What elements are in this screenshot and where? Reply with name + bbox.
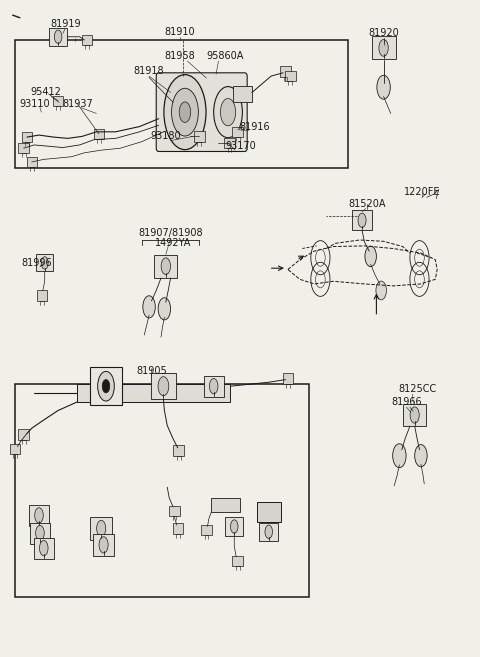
- Text: 81958: 81958: [165, 51, 195, 61]
- Ellipse shape: [35, 508, 43, 523]
- Ellipse shape: [41, 257, 48, 269]
- Text: 81907/81908: 81907/81908: [138, 229, 203, 238]
- Bar: [34, 537, 54, 558]
- Ellipse shape: [214, 87, 242, 138]
- Bar: [18, 143, 29, 154]
- Text: 93180: 93180: [151, 131, 181, 141]
- Bar: [211, 497, 240, 512]
- Ellipse shape: [365, 246, 376, 267]
- Text: 95860A: 95860A: [206, 51, 243, 61]
- Ellipse shape: [410, 407, 419, 423]
- Ellipse shape: [158, 298, 170, 320]
- Bar: [352, 210, 372, 230]
- Bar: [94, 129, 104, 139]
- Bar: [283, 373, 293, 384]
- Ellipse shape: [358, 213, 366, 227]
- Bar: [151, 373, 176, 399]
- Text: 81910: 81910: [165, 27, 195, 37]
- Ellipse shape: [377, 76, 390, 99]
- Bar: [232, 127, 243, 137]
- Bar: [18, 430, 29, 440]
- Bar: [29, 505, 49, 526]
- Bar: [22, 132, 32, 143]
- Ellipse shape: [143, 296, 156, 318]
- Text: 81918: 81918: [134, 66, 164, 76]
- Bar: [224, 138, 235, 148]
- FancyBboxPatch shape: [156, 73, 247, 152]
- Text: 1492YA: 1492YA: [155, 238, 191, 248]
- Bar: [173, 445, 184, 456]
- Ellipse shape: [179, 102, 191, 122]
- Ellipse shape: [36, 526, 44, 541]
- Ellipse shape: [158, 376, 169, 396]
- Text: 81937: 81937: [62, 99, 93, 108]
- Text: 81996: 81996: [21, 258, 52, 268]
- Ellipse shape: [393, 443, 406, 468]
- Ellipse shape: [161, 258, 170, 275]
- Text: 93170: 93170: [226, 141, 256, 151]
- Ellipse shape: [164, 75, 206, 150]
- Bar: [403, 404, 426, 426]
- Bar: [53, 96, 63, 106]
- Bar: [82, 35, 92, 45]
- Text: 8125CC: 8125CC: [398, 384, 436, 394]
- Ellipse shape: [220, 99, 236, 125]
- Bar: [201, 524, 212, 535]
- Bar: [232, 556, 243, 566]
- Bar: [172, 523, 183, 533]
- Bar: [204, 376, 224, 397]
- Ellipse shape: [39, 541, 48, 556]
- Bar: [36, 254, 53, 271]
- Text: 1220FE: 1220FE: [404, 187, 440, 197]
- Text: 81905: 81905: [136, 366, 167, 376]
- Bar: [26, 157, 37, 168]
- Bar: [90, 517, 112, 539]
- Bar: [372, 36, 396, 59]
- Text: 93110: 93110: [20, 99, 50, 108]
- Ellipse shape: [171, 88, 198, 136]
- Bar: [259, 522, 278, 541]
- Bar: [15, 384, 310, 597]
- Bar: [155, 255, 177, 278]
- Ellipse shape: [99, 537, 108, 553]
- Ellipse shape: [415, 445, 427, 466]
- Ellipse shape: [230, 520, 238, 533]
- Bar: [77, 384, 230, 402]
- Bar: [225, 517, 243, 535]
- Bar: [10, 444, 20, 455]
- Text: 81919: 81919: [50, 18, 81, 29]
- Text: 95412: 95412: [31, 87, 61, 97]
- Ellipse shape: [54, 30, 62, 43]
- Bar: [90, 367, 121, 405]
- Bar: [36, 290, 47, 301]
- Text: 81916: 81916: [239, 122, 270, 131]
- Bar: [280, 66, 291, 77]
- Ellipse shape: [97, 371, 114, 401]
- Bar: [233, 86, 252, 102]
- Bar: [169, 505, 180, 516]
- Text: 81520A: 81520A: [348, 199, 385, 209]
- Ellipse shape: [265, 525, 273, 539]
- Text: 81966: 81966: [391, 397, 422, 407]
- Ellipse shape: [376, 281, 386, 300]
- Bar: [93, 533, 114, 556]
- Bar: [257, 502, 281, 522]
- Bar: [49, 28, 67, 46]
- Ellipse shape: [209, 378, 218, 394]
- Bar: [285, 71, 296, 81]
- Bar: [194, 131, 204, 142]
- Text: 81920: 81920: [368, 28, 399, 39]
- Bar: [30, 522, 50, 543]
- Bar: [15, 40, 348, 168]
- Ellipse shape: [102, 380, 110, 393]
- Ellipse shape: [96, 520, 106, 537]
- Ellipse shape: [379, 39, 388, 57]
